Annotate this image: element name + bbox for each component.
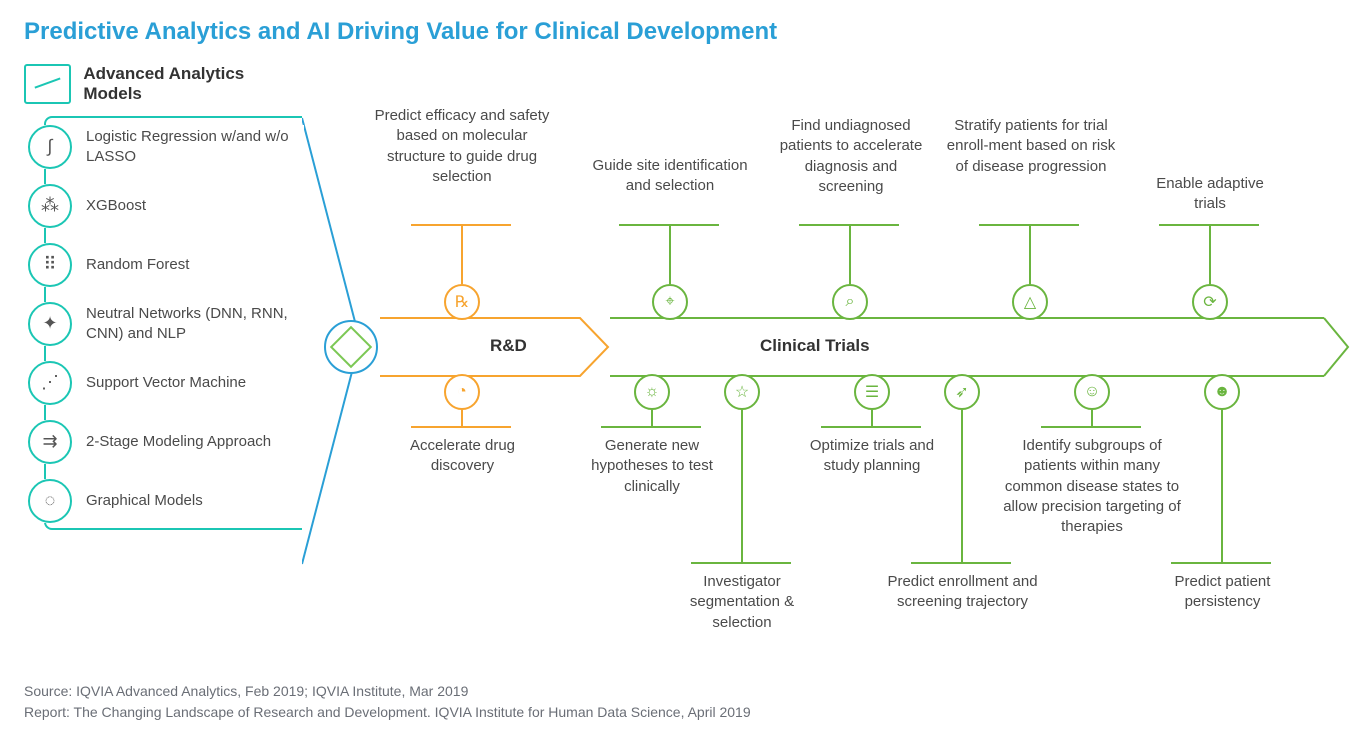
models-list: ∫ Logistic Regression w/and w/o LASSO ⁂ …: [24, 115, 304, 523]
model-item: ⁂ XGBoost: [28, 184, 304, 228]
callout-rd-top: Predict efficacy and safety based on mol…: [372, 106, 552, 187]
curve-icon: ∫: [28, 125, 72, 169]
clipboard-icon: ☰: [854, 374, 890, 410]
stem-cap: [601, 426, 701, 428]
stem-cap: [1171, 562, 1271, 564]
page-title: Predictive Analytics and AI Driving Valu…: [24, 18, 1328, 46]
branch-loop-icon: ⟳: [1192, 284, 1228, 320]
models-heading: Advanced Analytics Models: [83, 64, 304, 105]
stem: [1221, 410, 1223, 562]
rocket-icon: ➶: [944, 374, 980, 410]
model-label: Support Vector Machine: [86, 373, 246, 393]
people-group-icon: ☺: [1074, 374, 1110, 410]
stem-cap: [1041, 426, 1141, 428]
callout-ct-b2b: Predict enrollment and screening traject…: [880, 572, 1045, 613]
callout-ct-b2a: Optimize trials and study planning: [792, 436, 952, 477]
stem: [1209, 224, 1211, 284]
model-item: ✦ Neutral Networks (DNN, RNN, CNN) and N…: [28, 302, 304, 346]
callout-ct-b1a: Generate new hypotheses to test clinical…: [576, 436, 728, 497]
clinical-trials-arrow: [610, 316, 1350, 378]
svm-icon: ⋰: [28, 361, 72, 405]
diagram-area: Advanced Analytics Models ∫ Logistic Reg…: [24, 64, 1328, 684]
model-label: Graphical Models: [86, 491, 203, 511]
gauge-icon: ◔: [444, 374, 480, 410]
clinical-trials-label: Clinical Trials: [760, 336, 870, 356]
tree-dots-icon: ⁂: [28, 184, 72, 228]
person-circle-icon: ☻: [1204, 374, 1240, 410]
molecule-hexagon-icon: [330, 326, 372, 368]
magnifier-icon: ⌕: [832, 284, 868, 320]
stem-cap: [1159, 224, 1259, 226]
models-panel: Advanced Analytics Models ∫ Logistic Reg…: [24, 64, 304, 538]
callout-ct-b1b: Investigator segmentation & selection: [662, 572, 822, 633]
stem: [741, 410, 743, 562]
callout-ct-top-2: Find undiagnosed patients to accelerate …: [772, 116, 930, 197]
stem-cap: [411, 426, 511, 428]
callout-rd-bottom: Accelerate drug discovery: [390, 436, 535, 477]
stem: [461, 410, 463, 426]
model-item: ⠿ Random Forest: [28, 243, 304, 287]
graph-icon: ◌: [28, 479, 72, 523]
hub-circle: [324, 320, 378, 374]
model-label: 2-Stage Modeling Approach: [86, 432, 271, 452]
callout-ct-top-3: Stratify patients for trial enroll-ment …: [946, 116, 1116, 177]
pills-icon: ℞: [444, 284, 480, 320]
callout-ct-b3a: Identify subgroups of patients within ma…: [996, 436, 1188, 537]
rd-label: R&D: [490, 336, 527, 356]
footer-report: Report: The Changing Landscape of Resear…: [24, 702, 751, 723]
model-item: ∫ Logistic Regression w/and w/o LASSO: [28, 125, 304, 169]
models-header: Advanced Analytics Models: [24, 64, 304, 105]
model-item: ⋰ Support Vector Machine: [28, 361, 304, 405]
stem: [651, 410, 653, 426]
stem-cap: [911, 562, 1011, 564]
stem-cap: [821, 426, 921, 428]
model-label: Logistic Regression w/and w/o LASSO: [86, 127, 304, 166]
stem-cap: [691, 562, 791, 564]
neural-net-icon: ✦: [28, 302, 72, 346]
stem: [1029, 224, 1031, 284]
stem: [849, 224, 851, 284]
two-stage-icon: ⇉: [28, 420, 72, 464]
footer: Source: IQVIA Advanced Analytics, Feb 20…: [24, 681, 751, 723]
lightbulb-icon: ☼: [634, 374, 670, 410]
stem: [461, 224, 463, 284]
stem: [1091, 410, 1093, 426]
callout-ct-b3b: Predict patient persistency: [1150, 572, 1295, 613]
stem-cap: [619, 224, 719, 226]
model-label: Neutral Networks (DNN, RNN, CNN) and NLP: [86, 304, 304, 343]
model-label: XGBoost: [86, 196, 146, 216]
map-pin-icon: ⌖: [652, 284, 688, 320]
model-item: ⇉ 2-Stage Modeling Approach: [28, 420, 304, 464]
stem-cap: [799, 224, 899, 226]
forest-icon: ⠿: [28, 243, 72, 287]
model-label: Random Forest: [86, 255, 189, 275]
stem-cap: [979, 224, 1079, 226]
stem: [669, 224, 671, 284]
callout-ct-top-1: Guide site identification and selection: [590, 156, 750, 197]
flow-area: R&D Clinical Trials ℞ Predict efficacy a…: [380, 64, 1328, 684]
callout-ct-top-4: Enable adaptive trials: [1140, 174, 1280, 215]
model-item: ◌ Graphical Models: [28, 479, 304, 523]
footer-source: Source: IQVIA Advanced Analytics, Feb 20…: [24, 681, 751, 702]
warning-triangle-icon: △: [1012, 284, 1048, 320]
stem-cap: [411, 224, 511, 226]
stem: [961, 410, 963, 562]
analytics-monitor-icon: [24, 64, 71, 104]
stem: [871, 410, 873, 426]
ribbon-person-icon: ☆: [724, 374, 760, 410]
